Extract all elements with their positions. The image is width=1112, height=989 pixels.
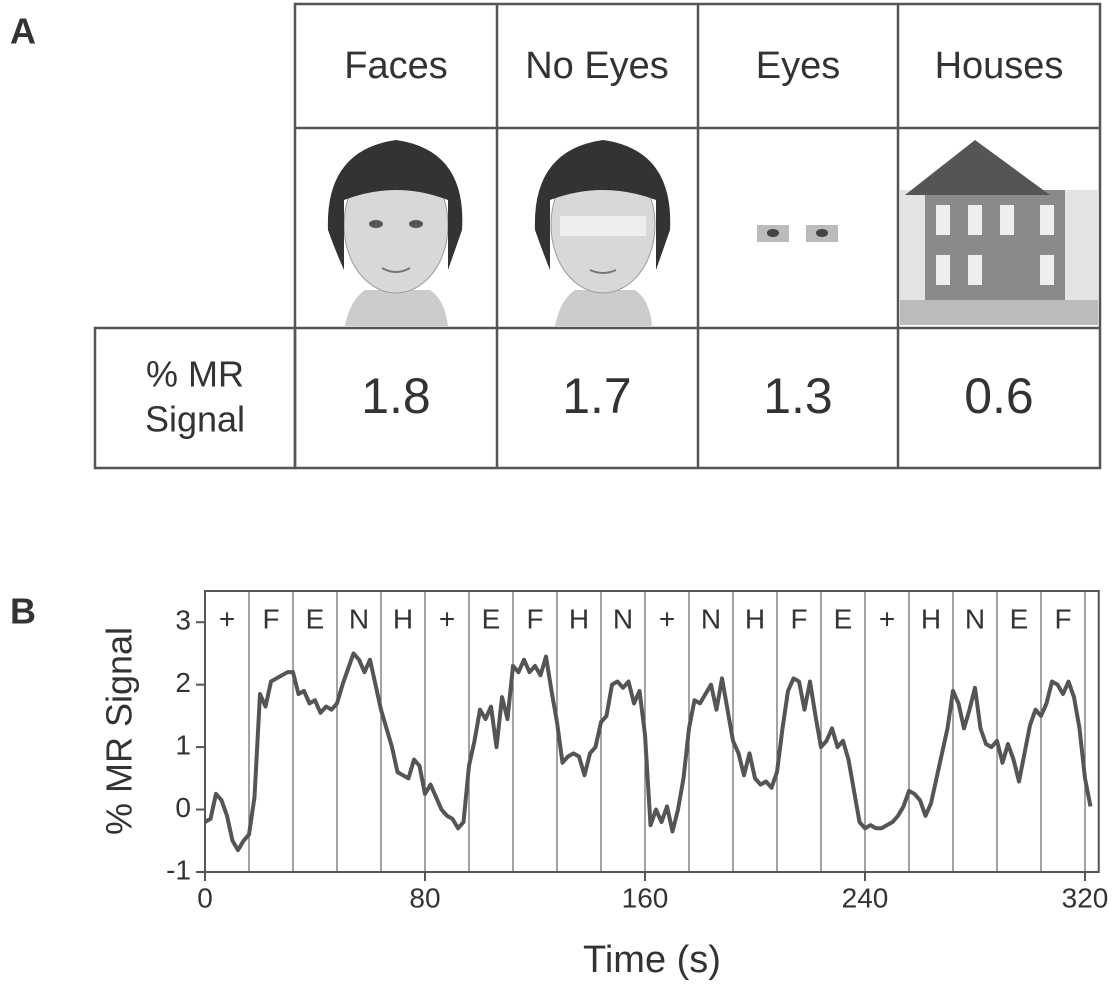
block-label: E [1010,603,1029,634]
x-tick-label: 80 [409,882,440,913]
x-axis-label: Time (s) [583,939,721,981]
block-label: F [526,603,543,634]
block-label: H [569,603,589,634]
column-header: No Eyes [525,45,669,87]
y-axis-label: % MR Signal [99,627,140,835]
row-label-cell [93,326,297,470]
row-label: Signal [145,399,245,440]
row-label: % MR [146,354,244,395]
block-label: H [921,603,941,634]
block-label: N [349,603,369,634]
signal-line [204,651,1093,853]
block-label: + [659,603,675,634]
block-label: N [965,603,985,634]
block-label: N [701,603,721,634]
x-tick-label: 320 [1062,882,1109,913]
y-tick-label: 1 [175,730,191,761]
block-label: H [393,603,413,634]
block-label: H [745,603,765,634]
block-label: F [262,603,279,634]
block-label: N [613,603,633,634]
y-tick-label: -1 [166,854,191,885]
panel-label: A [10,11,36,52]
x-tick-label: 0 [197,882,213,913]
x-tick-label: 240 [842,882,889,913]
eyes-image [757,225,838,242]
table-value: 1.3 [763,368,833,424]
column-header: Eyes [756,45,840,87]
block-label: F [790,603,807,634]
column-header: Houses [935,45,1064,87]
column-header: Faces [344,45,447,87]
block-label: E [482,603,501,634]
plot-frame [204,590,1100,873]
block-label: + [439,603,455,634]
table-value: 1.7 [562,368,632,424]
block-label: + [879,603,895,634]
table-value: 1.8 [361,368,431,424]
x-tick-label: 160 [622,882,669,913]
y-tick-label: 2 [175,667,191,698]
y-tick-label: 3 [175,605,191,636]
block-label: E [834,603,853,634]
face-image [327,140,463,326]
table-value: 0.6 [964,368,1034,424]
block-label: + [219,603,235,634]
table-grid [93,2,1102,470]
y-tick-label: 0 [175,792,191,823]
block-label: F [1054,603,1071,634]
house-image [900,140,1098,325]
no-eyes-image [534,140,671,326]
panel-label: B [10,591,36,632]
block-label: E [306,603,325,634]
